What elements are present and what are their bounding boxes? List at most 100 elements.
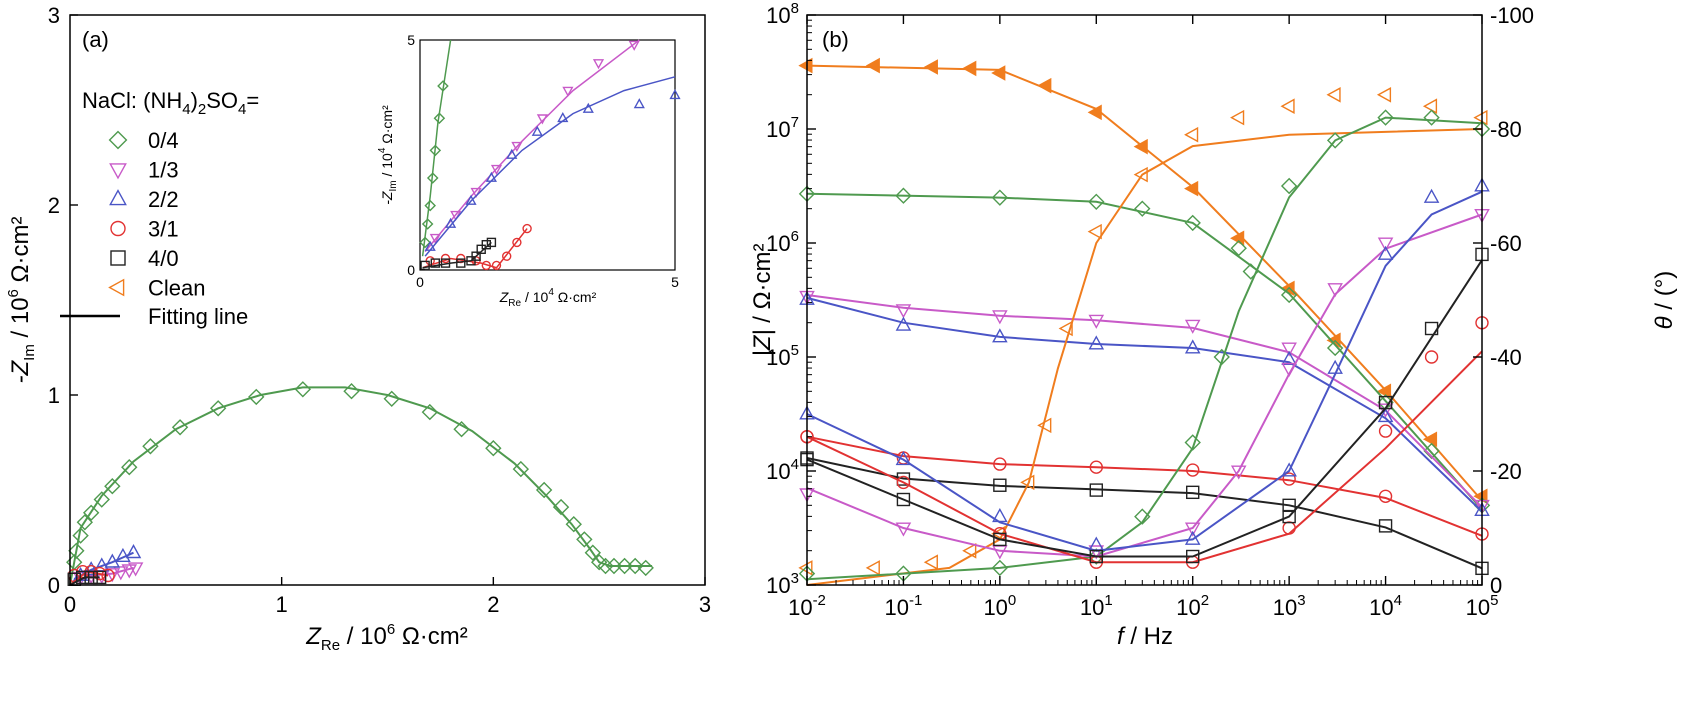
bode-modulus-point-0-4 [1280, 286, 1298, 304]
nyquist-ytick-label: 1 [48, 383, 60, 408]
bode-phase-point-2-2 [895, 450, 912, 466]
bode-modulus-fit-2-2 [806, 296, 1483, 513]
bode-modulus-point-0-4 [1326, 339, 1344, 357]
inset-point-4-0 [440, 258, 451, 268]
bode-modulus-point-3-1 [1378, 489, 1393, 503]
bode-xtick-label: 104 [1369, 592, 1402, 620]
nyquist-point-0-4 [535, 481, 553, 499]
nyquist-point-0-4 [76, 514, 94, 531]
bode-right-tick-label: -40 [1490, 345, 1522, 370]
bode-phase-point-4-0 [896, 492, 911, 507]
nyquist-xlabel: ZRe / 106 Ω·cm² [305, 621, 468, 654]
nyquist-point-0-4 [626, 557, 644, 575]
bode-phase-point-3-1 [1282, 521, 1296, 535]
nyquist-point-0-4 [584, 544, 602, 561]
bode-modulus-point-clean [1184, 180, 1199, 197]
bode-modulus-point-2-2 [895, 316, 912, 331]
bode-modulus-point-0-4 [1423, 442, 1440, 460]
bode-modulus-point-3-1 [1089, 460, 1103, 474]
inset-point-0-4 [429, 144, 442, 157]
nyquist-ytick-label: 2 [48, 193, 60, 218]
nyquist-xtick-label: 3 [699, 592, 711, 617]
nyquist-point-0-4 [421, 403, 439, 421]
bode-phase-point-clean [1326, 87, 1341, 103]
inset-point-3-1 [481, 260, 491, 271]
nyquist-point-2-2 [125, 544, 142, 559]
nyquist-point-0-4 [72, 527, 89, 544]
bode-phase-point-2-2 [1088, 536, 1105, 551]
legend-label: 2/2 [148, 187, 179, 212]
inset-point-3-1 [502, 251, 512, 261]
bode-phase-point-clean [1020, 474, 1035, 491]
bode-tick-layer: 10-2 10-1 100 101 102 103 104 105 103 104 105 106 10… [766, 0, 1534, 620]
bode-phase-point-0-4 [1213, 348, 1230, 366]
inset-point-2-2 [582, 102, 594, 113]
panel-b-tag: (b) [822, 27, 849, 52]
bode-ytick-label: 108 [766, 0, 799, 28]
inset-ylabel: -ZIm / 104 Ω·cm² [377, 105, 399, 205]
bode-phase-point-clean [1133, 166, 1148, 183]
nyquist-point-0-4 [565, 516, 582, 533]
nyquist-point-0-4 [453, 421, 470, 438]
bode-phase-point-1-3 [1088, 545, 1105, 560]
inset-point-2-2 [669, 88, 681, 100]
bode-phase-fit-4-0 [806, 259, 1483, 558]
bode-phase-point-0-4 [1184, 434, 1201, 451]
inset-point-2-2 [485, 171, 497, 182]
bode-modulus-point-1-3 [1377, 403, 1394, 418]
bode-modulus-point-1-3 [1184, 319, 1201, 334]
bode-phase-point-clean [798, 560, 813, 576]
bode-modulus-point-clean [1037, 77, 1052, 94]
bode-phase-point-clean [865, 560, 880, 576]
bode-phase-point-1-3 [1230, 465, 1247, 480]
inset-point-0-4 [419, 236, 431, 249]
bode-modulus-point-0-4 [1230, 240, 1247, 257]
bode-modulus-point-0-4 [1088, 193, 1105, 210]
bode-ylabel-left: |Z| / Ω·cm² [749, 243, 776, 356]
bode-modulus-point-clean [1422, 431, 1438, 448]
bode-modulus-point-4-0 [1089, 483, 1103, 497]
nyquist-ylabel: -ZIm / 106 Ω·cm² [5, 217, 38, 384]
legend-marker-1-3 [109, 163, 127, 180]
inset-fit-0-4 [421, 39, 452, 257]
bode-phase-point-4-0 [1424, 321, 1439, 336]
legend: NaCl: (NH4)2SO4= 0/4 1/3 2/2 3/1 4/0 Clean Fi… [60, 88, 259, 329]
bode-phase-point-0-4 [1423, 109, 1440, 126]
bode-modulus-point-3-1 [1186, 463, 1200, 477]
bode-right-tick-label: 0 [1490, 573, 1502, 598]
bode-phase-fit-0-4 [806, 116, 1483, 581]
nyquist-point-0-4 [485, 440, 502, 457]
nyquist-plot-frame [69, 14, 706, 586]
inset-ytick-label: 0 [407, 262, 415, 278]
nyquist-point-0-4 [597, 557, 614, 575]
bode-modulus-point-0-4 [895, 187, 912, 204]
inset-point-2-2 [506, 148, 518, 159]
bode-phase-point-0-4 [1242, 263, 1259, 280]
bode-modulus-point-clean [1133, 138, 1148, 155]
bode-phase-point-2-2 [1423, 188, 1440, 203]
bode-phase-point-4-0 [1186, 549, 1200, 564]
nyquist-point-0-4 [294, 381, 312, 398]
nyquist-point-0-4 [121, 459, 138, 476]
nyquist-xtick-label: 0 [64, 592, 76, 617]
legend-marker-0-4 [108, 130, 128, 150]
bode-xtick-label: 101 [1080, 592, 1113, 620]
bode-phase-point-3-1 [1378, 424, 1393, 438]
bode-phase-fit-3-1 [806, 350, 1483, 564]
inset-point-0-4 [433, 112, 446, 124]
bode-phase-point-4-0 [993, 532, 1007, 547]
bode-modulus-point-4-0 [1186, 485, 1200, 500]
bode-phase-point-clean [1184, 126, 1199, 143]
nyquist-point-1-3 [104, 568, 121, 583]
inset-point-2-2 [633, 98, 645, 109]
inset-point-0-4 [426, 172, 439, 184]
inset-point-1-3 [628, 40, 640, 51]
inset-point-4-0 [471, 251, 481, 261]
inset-point-3-1 [491, 260, 502, 271]
bode-modulus-point-3-1 [1282, 472, 1296, 486]
inset-point-0-4 [437, 80, 449, 92]
bode-phase-point-4-0 [1282, 509, 1296, 524]
bode-modulus-point-clean [923, 59, 938, 75]
inset-point-4-0 [430, 258, 440, 268]
legend-label: Clean [148, 276, 205, 301]
